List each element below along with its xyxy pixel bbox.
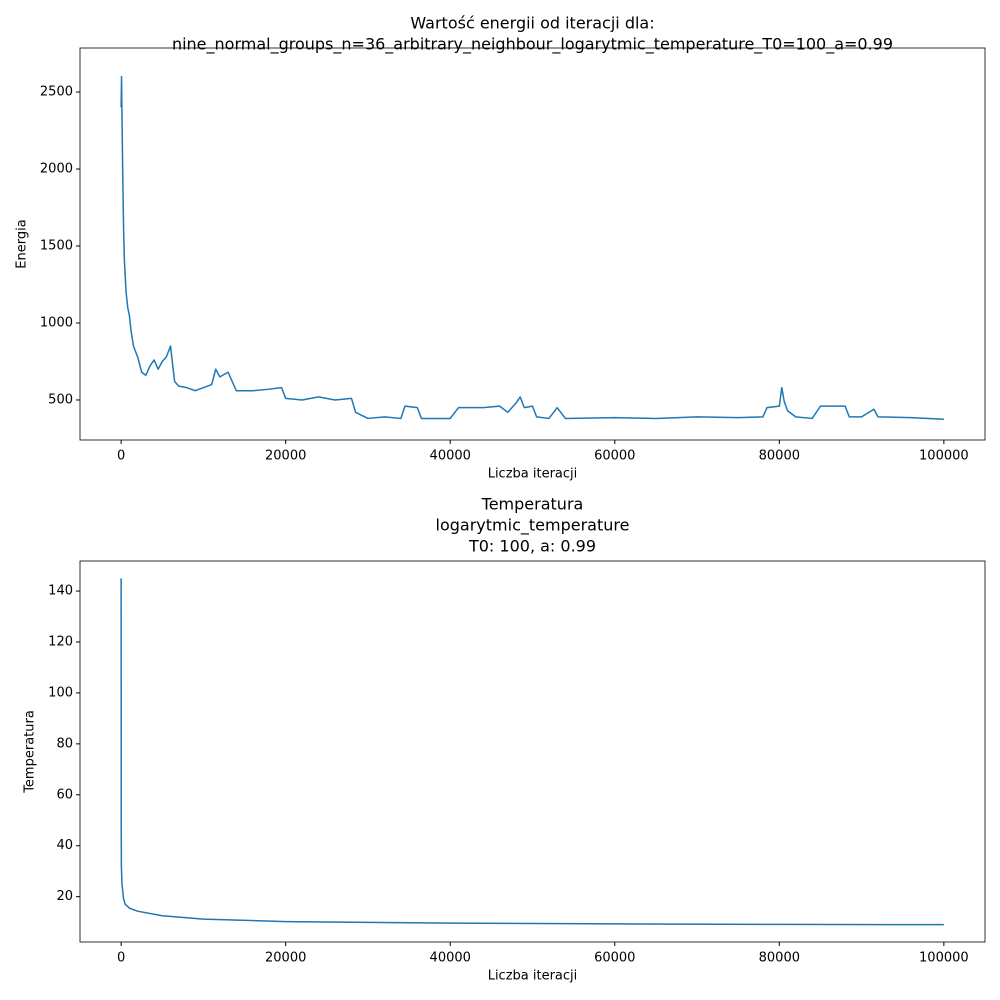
y-tick-label: 500: [48, 392, 73, 407]
chart-title: nine_normal_groups_n=36_arbitrary_neighb…: [172, 35, 893, 55]
y-tick-label: 2000: [40, 162, 73, 177]
x-tick-label: 60000: [594, 449, 635, 464]
x-tick-label: 0: [117, 449, 125, 464]
chart-title: logarytmic_temperature: [436, 516, 630, 536]
chart-title: T0: 100, a: 0.99: [468, 537, 596, 556]
x-tick-label: 20000: [265, 951, 306, 966]
y-tick-label: 1500: [40, 239, 73, 254]
x-tick-label: 0: [117, 951, 125, 966]
chart-title: Temperatura: [481, 495, 584, 514]
x-tick-label: 40000: [430, 951, 471, 966]
axes-frame: [79, 47, 986, 441]
y-tick-label: 2500: [40, 85, 73, 100]
y-tick-label: 100: [48, 685, 73, 700]
y-tick-label: 80: [56, 736, 73, 751]
data-line: [120, 75, 944, 420]
y-tick-label: 1000: [40, 315, 73, 330]
chart-title: Wartość energii od iteracji dla:: [410, 14, 654, 33]
y-tick-label: 40: [56, 838, 73, 853]
y-axis-label: Temperatura: [23, 710, 38, 794]
y-tick-label: 120: [48, 634, 73, 649]
x-tick-label: 80000: [759, 951, 800, 966]
data-line: [120, 578, 944, 926]
x-tick-label: 60000: [594, 951, 635, 966]
x-axis-label: Liczba iteracji: [488, 969, 578, 984]
y-tick-label: 60: [56, 787, 73, 802]
x-tick-label: 20000: [265, 449, 306, 464]
axes-frame: [79, 560, 986, 943]
y-tick-label: 140: [48, 584, 73, 599]
x-tick-label: 100000: [919, 449, 969, 464]
x-tick-label: 80000: [759, 449, 800, 464]
x-tick-label: 100000: [919, 951, 969, 966]
x-axis-label: Liczba iteracji: [488, 467, 578, 482]
y-tick-label: 20: [56, 889, 73, 904]
x-tick-label: 40000: [430, 449, 471, 464]
y-axis-label: Energia: [15, 219, 30, 268]
